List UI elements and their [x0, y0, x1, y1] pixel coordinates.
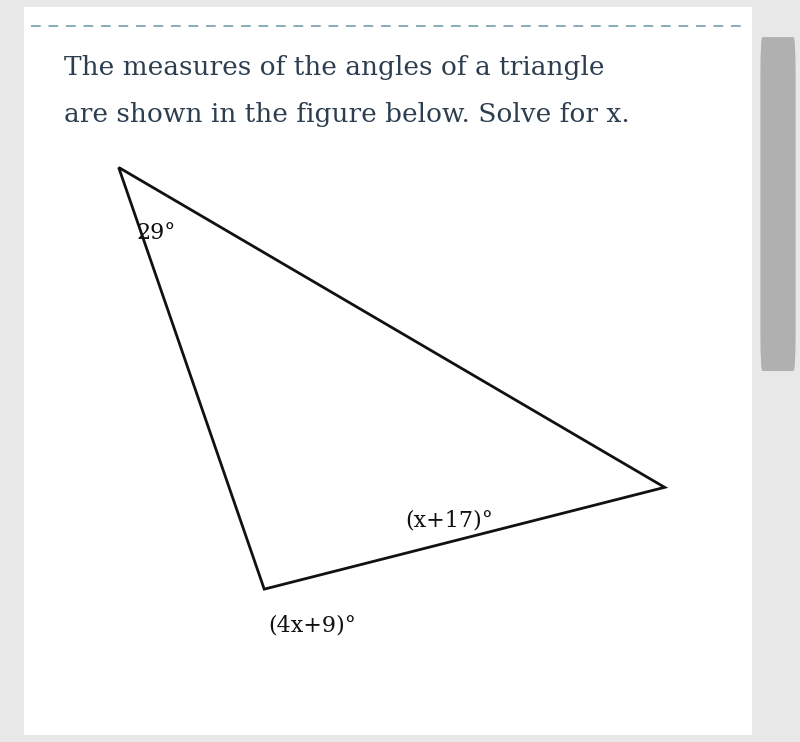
Text: are shown in the figure below. Solve for x.: are shown in the figure below. Solve for…: [64, 102, 630, 127]
FancyBboxPatch shape: [760, 37, 795, 371]
Text: 29°: 29°: [137, 222, 176, 244]
Text: (4x+9)°: (4x+9)°: [268, 614, 356, 637]
Text: The measures of the angles of a triangle: The measures of the angles of a triangle: [64, 55, 605, 79]
Text: (x+17)°: (x+17)°: [406, 509, 494, 531]
